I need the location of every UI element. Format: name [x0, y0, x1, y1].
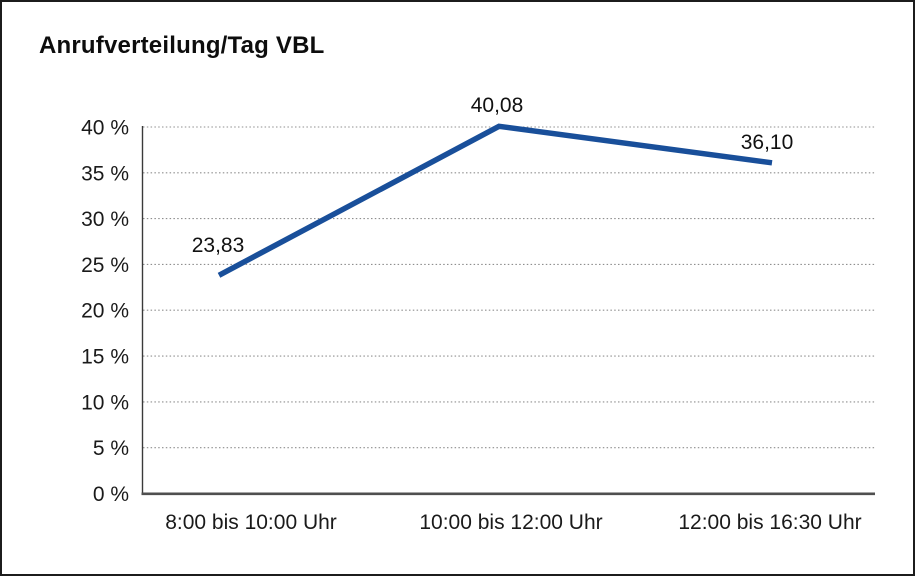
- x-category-labels: 8:00 bis 10:00 Uhr 10:00 bis 12:00 Uhr 1…: [165, 511, 861, 534]
- y-tick-label: 20 %: [81, 300, 129, 323]
- y-tick-label: 15 %: [81, 346, 129, 369]
- data-point-label: 23,83: [192, 234, 245, 257]
- y-tick-label: 30 %: [81, 208, 129, 231]
- y-tick-label: 10 %: [81, 391, 129, 414]
- data-point-label: 40,08: [471, 94, 524, 117]
- y-tick-label: 5 %: [93, 437, 129, 460]
- data-line: [217, 123, 773, 278]
- x-category-label: 10:00 bis 12:00 Uhr: [419, 511, 602, 534]
- gridlines: [143, 126, 875, 449]
- y-tick-label: 35 %: [81, 162, 129, 185]
- y-tick-label: 25 %: [81, 254, 129, 277]
- y-tick-label: 0 %: [93, 483, 129, 506]
- x-category-label: 12:00 bis 16:30 Uhr: [678, 511, 861, 534]
- y-tick-label: 40 %: [81, 117, 129, 140]
- data-point-labels: 23,83 40,08 36,10: [192, 94, 794, 257]
- x-category-label: 8:00 bis 10:00 Uhr: [165, 511, 337, 534]
- chart-title: Anrufverteilung/Tag VBL: [39, 32, 325, 59]
- data-point-label: 36,10: [741, 131, 794, 154]
- y-tick-labels: 40 % 35 % 30 % 25 % 20 % 15 % 10 % 5 % 0…: [81, 117, 129, 507]
